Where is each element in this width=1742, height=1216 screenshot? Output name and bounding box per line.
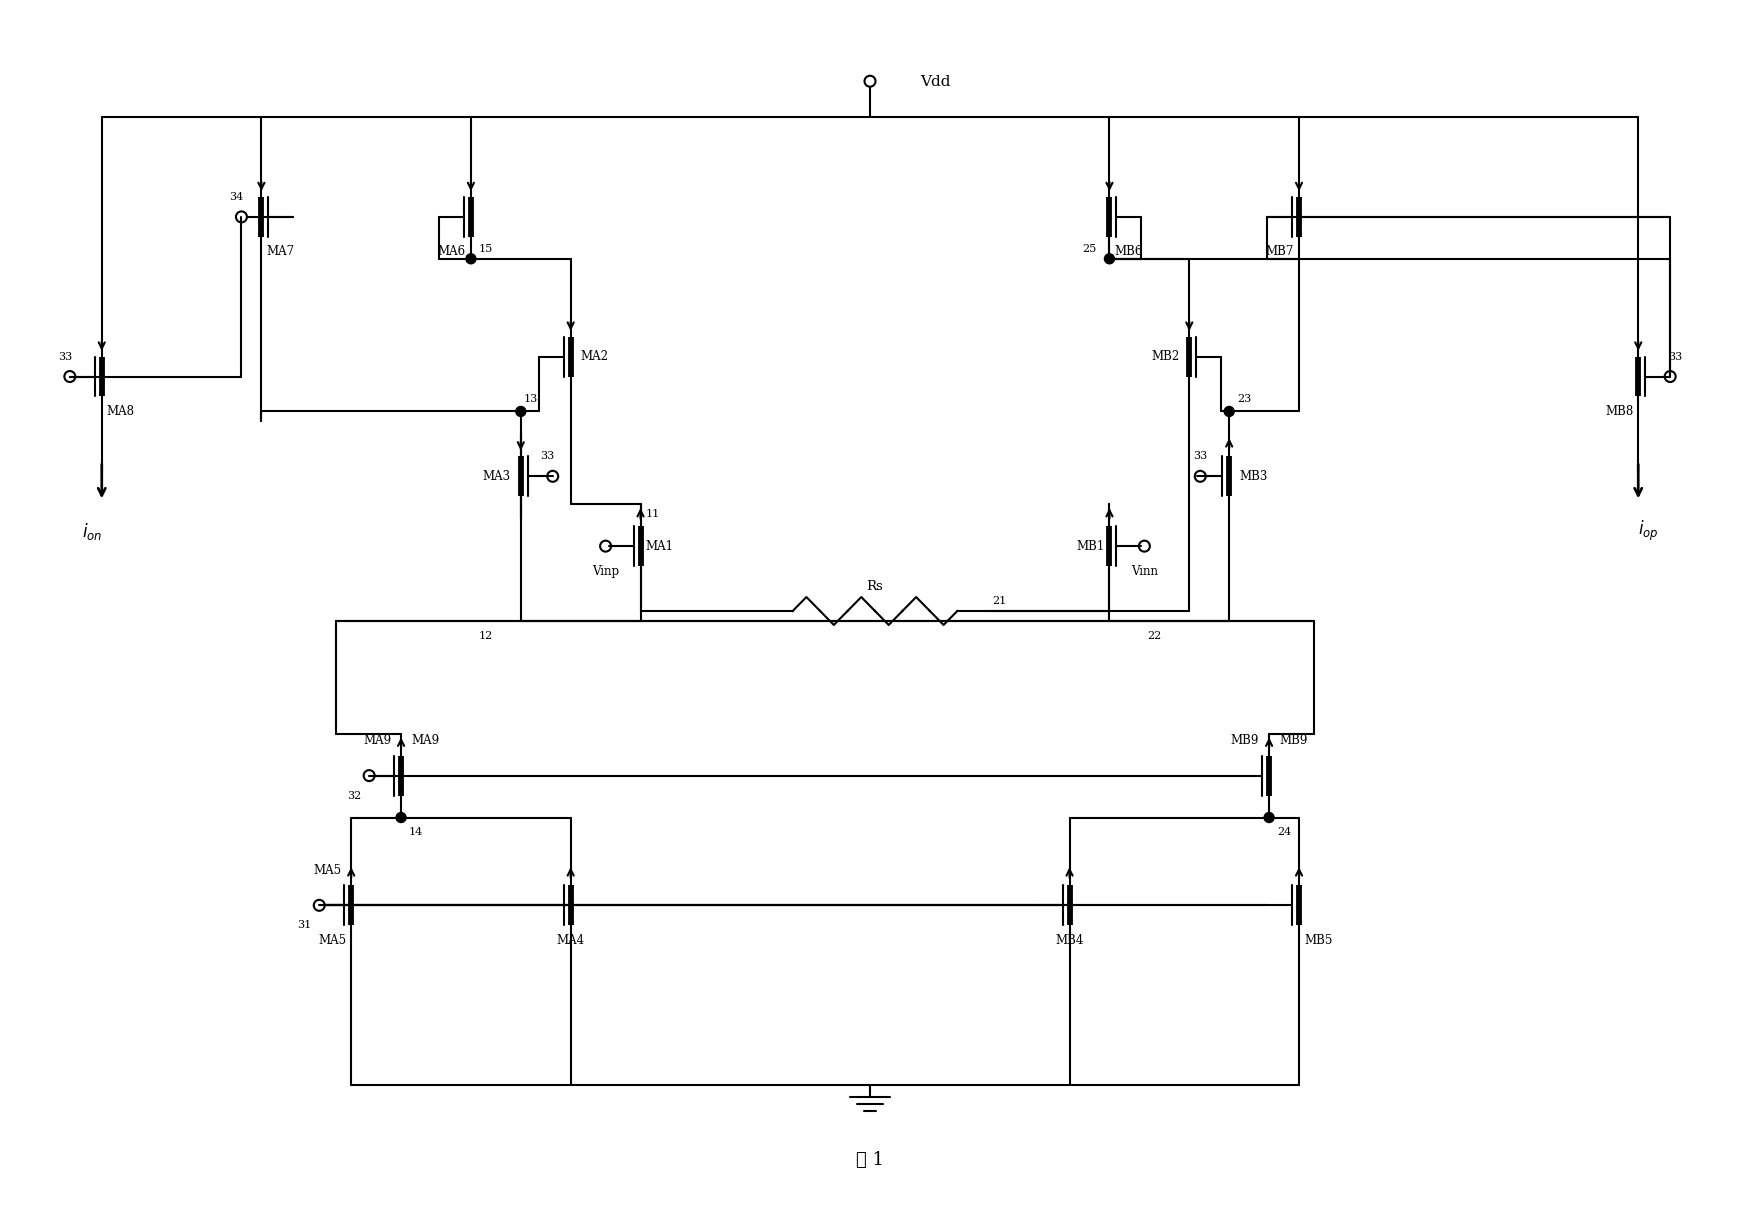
Text: MB2: MB2 xyxy=(1151,350,1179,364)
Text: $i_{on}$: $i_{on}$ xyxy=(82,520,103,541)
Text: MB3: MB3 xyxy=(1239,469,1268,483)
Text: $i_{op}$: $i_{op}$ xyxy=(1637,519,1658,544)
Text: MA5: MA5 xyxy=(319,934,347,947)
Text: 33: 33 xyxy=(1193,451,1207,461)
Text: 21: 21 xyxy=(993,596,1007,606)
Circle shape xyxy=(1104,254,1115,264)
Text: 15: 15 xyxy=(479,244,493,254)
Text: 33: 33 xyxy=(1669,351,1683,361)
Text: 25: 25 xyxy=(1082,244,1097,254)
Text: MA9: MA9 xyxy=(362,734,392,747)
Circle shape xyxy=(1225,406,1233,416)
Circle shape xyxy=(465,254,476,264)
Text: 23: 23 xyxy=(1237,394,1251,405)
Text: 13: 13 xyxy=(524,394,538,405)
Text: MB1: MB1 xyxy=(1077,540,1104,552)
Text: MA1: MA1 xyxy=(646,540,674,552)
Circle shape xyxy=(395,812,406,822)
Text: Vinp: Vinp xyxy=(592,564,618,578)
Text: 22: 22 xyxy=(1148,631,1162,641)
Text: 图 1: 图 1 xyxy=(855,1150,883,1169)
Text: MB5: MB5 xyxy=(1305,934,1333,947)
Text: 14: 14 xyxy=(409,827,423,838)
Text: 32: 32 xyxy=(347,790,361,800)
Text: 12: 12 xyxy=(479,631,493,641)
Text: MA9: MA9 xyxy=(411,734,439,747)
Text: MA8: MA8 xyxy=(106,405,134,418)
Circle shape xyxy=(1265,812,1273,822)
Text: Rs: Rs xyxy=(866,580,883,592)
Text: 34: 34 xyxy=(230,192,244,202)
Text: MB4: MB4 xyxy=(1056,934,1084,947)
Text: MB6: MB6 xyxy=(1115,246,1143,258)
Text: Vdd: Vdd xyxy=(920,75,951,89)
Text: MA5: MA5 xyxy=(314,863,341,877)
Text: 24: 24 xyxy=(1277,827,1291,838)
Text: 11: 11 xyxy=(645,510,660,519)
Text: 33: 33 xyxy=(57,351,71,361)
Text: MB8: MB8 xyxy=(1604,405,1634,418)
Text: 33: 33 xyxy=(540,451,556,461)
Text: 31: 31 xyxy=(298,921,312,930)
Text: MB9: MB9 xyxy=(1279,734,1308,747)
Text: MA7: MA7 xyxy=(267,246,294,258)
Circle shape xyxy=(516,406,526,416)
Text: MA6: MA6 xyxy=(437,246,465,258)
Text: Vinn: Vinn xyxy=(1131,564,1158,578)
Text: MB9: MB9 xyxy=(1232,734,1259,747)
Text: MA2: MA2 xyxy=(580,350,608,364)
Text: MA3: MA3 xyxy=(483,469,510,483)
Text: MB7: MB7 xyxy=(1266,246,1294,258)
Text: MA4: MA4 xyxy=(557,934,585,947)
